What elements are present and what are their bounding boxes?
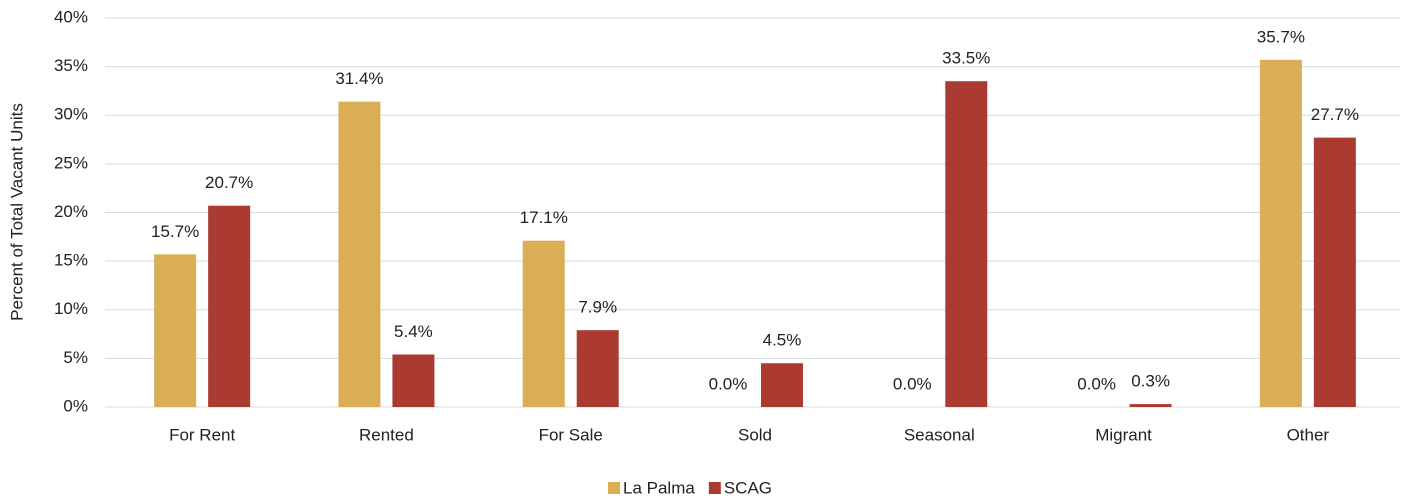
bar	[576, 330, 619, 407]
bar	[945, 81, 988, 408]
legend-label: SCAG	[724, 478, 772, 497]
legend-swatch	[608, 482, 620, 494]
y-tick-label: 0%	[63, 396, 88, 415]
y-tick-label: 20%	[54, 202, 88, 221]
y-tick-label: 15%	[54, 251, 88, 270]
x-tick-label: Seasonal	[904, 425, 975, 444]
x-tick-label: Migrant	[1095, 425, 1152, 444]
bar	[1259, 59, 1302, 407]
bar	[392, 354, 435, 407]
data-label: 31.4%	[335, 69, 383, 88]
bar	[522, 240, 565, 407]
x-tick-label: Sold	[738, 425, 772, 444]
data-label: 17.1%	[520, 208, 568, 227]
data-label: 0.0%	[709, 374, 748, 393]
data-label: 0.3%	[1131, 372, 1170, 391]
legend-swatch	[708, 482, 721, 494]
bar	[338, 101, 381, 407]
y-tick-label: 5%	[63, 348, 88, 367]
y-tick-label: 10%	[54, 299, 88, 318]
y-axis-label: Percent of Total Vacant Units	[7, 103, 26, 321]
bar	[1313, 137, 1356, 407]
data-label: 5.4%	[394, 322, 433, 341]
y-tick-label: 25%	[54, 153, 88, 172]
bar	[208, 205, 251, 407]
y-tick-label: 40%	[54, 7, 88, 26]
data-label: 0.0%	[893, 374, 932, 393]
data-label: 35.7%	[1257, 27, 1305, 46]
data-label: 0.0%	[1077, 374, 1116, 393]
bar	[1129, 404, 1172, 407]
data-label: 15.7%	[151, 222, 199, 241]
x-tick-label: Other	[1287, 425, 1330, 444]
x-tick-label: Rented	[359, 425, 414, 444]
x-tick-label: For Rent	[169, 425, 235, 444]
x-tick-label: For Sale	[539, 425, 603, 444]
bar	[761, 363, 803, 407]
data-label: 27.7%	[1311, 105, 1359, 124]
legend-label: La Palma	[623, 478, 695, 497]
y-tick-label: 30%	[54, 105, 88, 124]
bar	[154, 254, 197, 407]
data-label: 33.5%	[942, 49, 990, 68]
data-label: 7.9%	[578, 298, 617, 317]
y-tick-label: 35%	[54, 56, 88, 75]
data-label: 4.5%	[763, 331, 802, 350]
data-label: 20.7%	[205, 173, 253, 192]
